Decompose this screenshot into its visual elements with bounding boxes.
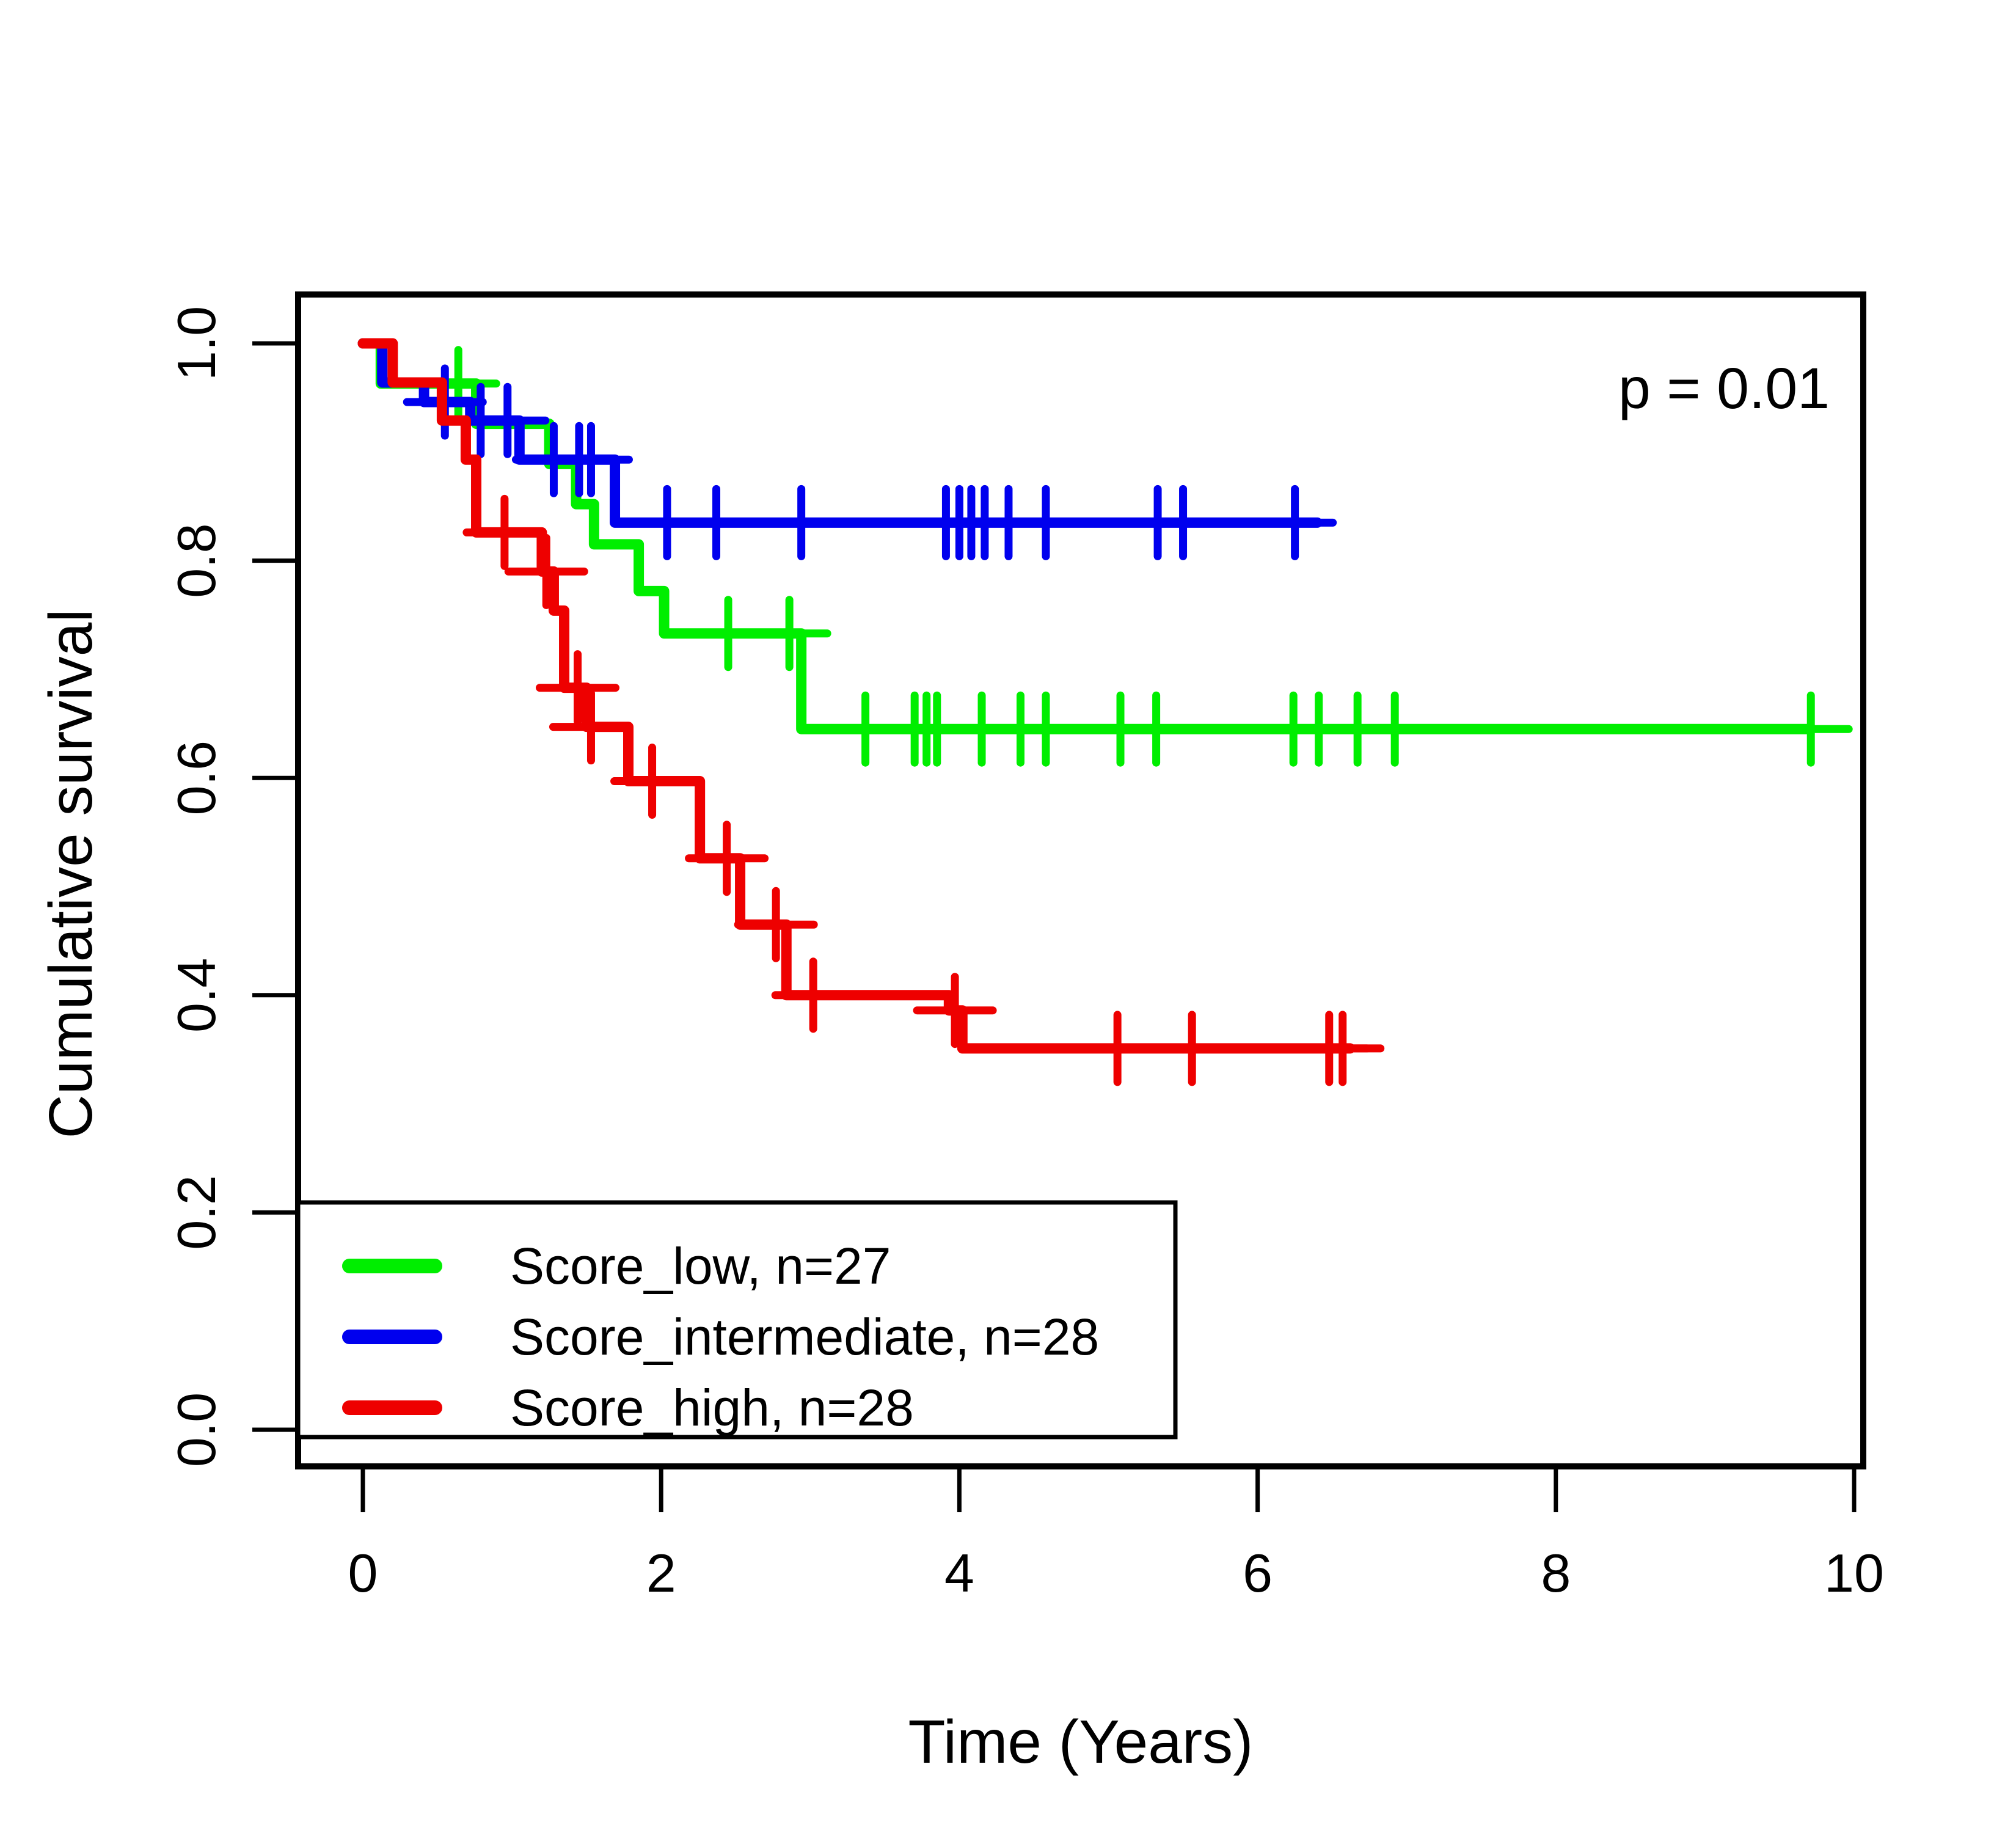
x-tick-label: 6 — [1243, 1543, 1273, 1603]
y-tick-label: 0.0 — [166, 1392, 227, 1467]
y-axis-title: Cumulative survival — [37, 609, 105, 1139]
censor-marks-score-intermediate — [403, 364, 1337, 560]
plot-border — [295, 291, 1866, 1469]
y-tick-label: 0.6 — [166, 741, 227, 815]
y-tick-label: 0.4 — [166, 958, 227, 1033]
legend-box — [296, 1200, 1178, 1440]
series-score-high — [357, 338, 1385, 1086]
legend-label-score-intermediate: Score_intermediate, n=28 — [510, 1308, 1099, 1366]
series-score-low — [357, 338, 1853, 767]
series-score-intermediate — [357, 338, 1337, 560]
y-tick-label: 1.0 — [166, 306, 227, 381]
x-tick-label: 4 — [944, 1543, 974, 1603]
survival-curve-score-intermediate — [357, 338, 1323, 528]
y-tick-label: 0.2 — [166, 1175, 227, 1249]
axes: 0 2 4 6 8 10 0.0 0.2 0.4 0.6 0.8 1.0 — [166, 306, 1884, 1603]
censor-marks-score-high — [462, 494, 1385, 1086]
x-tick-label: 2 — [646, 1543, 676, 1603]
y-tick-label: 0.8 — [166, 523, 227, 598]
legend-label-score-high: Score_high, n=28 — [510, 1379, 914, 1436]
p-value-annotation: p = 0.01 — [1618, 356, 1830, 421]
x-tick-label: 10 — [1824, 1543, 1884, 1603]
x-tick-label: 8 — [1541, 1543, 1571, 1603]
censor-marks-score-low — [416, 346, 1853, 767]
legend-label-score-low: Score_low, n=27 — [510, 1237, 891, 1295]
x-axis-title: Time (Years) — [908, 1708, 1254, 1776]
x-tick-label: 0 — [348, 1543, 378, 1603]
legend: Score_low, n=27 Score_intermediate, n=28… — [296, 1200, 1178, 1440]
survival-curves — [357, 338, 1853, 1086]
